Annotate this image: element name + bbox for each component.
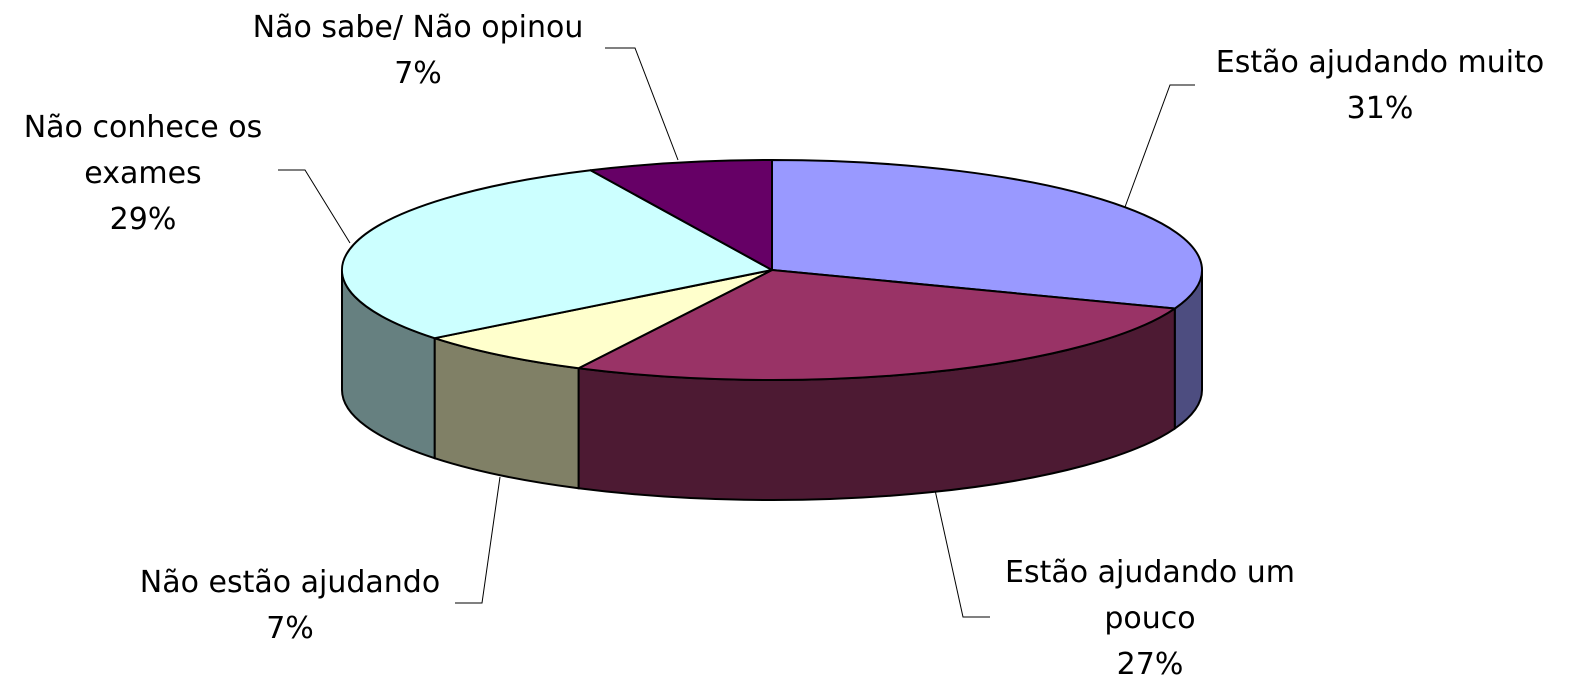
leader-lines bbox=[278, 47, 1195, 618]
slice-label: Não estão ajudando 7% bbox=[100, 560, 480, 652]
slice bbox=[341, 169, 773, 340]
leader-line bbox=[1124, 84, 1195, 208]
category-label: Estão ajudando muito bbox=[1215, 45, 1545, 80]
pie-tops bbox=[341, 159, 1203, 381]
slice-label: Não conhece os exames 29% bbox=[0, 105, 286, 243]
slice-label: Estão ajudando um pouco 27% bbox=[985, 550, 1315, 688]
pie-sides bbox=[341, 269, 1203, 501]
leader-line bbox=[455, 476, 501, 604]
slice bbox=[433, 269, 773, 370]
value-label: 7% bbox=[266, 611, 314, 646]
slice bbox=[577, 269, 1176, 381]
slice bbox=[589, 159, 773, 271]
value-label: 7% bbox=[394, 56, 442, 91]
category-label: Não conhece os exames bbox=[23, 110, 263, 191]
leader-line bbox=[605, 47, 679, 161]
category-label: Não sabe/ Não opinou bbox=[252, 10, 584, 45]
slice-label: Estão ajudando muito 31% bbox=[1185, 40, 1575, 132]
category-label: Estão ajudando um pouco bbox=[1005, 555, 1295, 636]
leader-line bbox=[278, 169, 351, 244]
slice bbox=[771, 159, 1203, 310]
value-label: 31% bbox=[1346, 91, 1414, 126]
slice-label: Não sabe/ Não opinou 7% bbox=[218, 5, 618, 97]
category-label: Não estão ajudando bbox=[139, 565, 441, 600]
value-label: 27% bbox=[1116, 647, 1184, 682]
leader-line bbox=[934, 489, 990, 618]
value-label: 29% bbox=[109, 202, 177, 237]
